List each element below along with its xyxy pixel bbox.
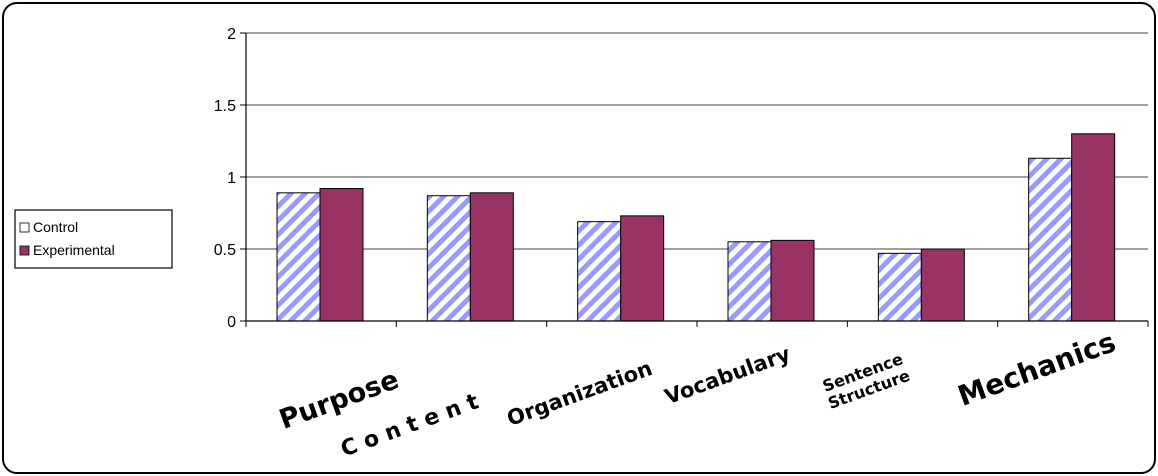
bar-control-0 [276, 192, 321, 322]
y-tick-label: 0.5 [214, 242, 236, 259]
legend: Control Experimental [14, 209, 173, 269]
axes [245, 33, 1149, 327]
legend-label-experimental: Experimental [33, 242, 115, 258]
bars [276, 133, 1116, 322]
bar-experimental-5 [1071, 133, 1116, 322]
bar-experimental-0 [319, 188, 364, 322]
y-axis-ticks: 0 0.5 1 1.5 2 [214, 26, 246, 331]
legend-label-control: Control [33, 219, 78, 235]
y-tick-label: 0 [227, 314, 236, 331]
bar-control-1 [426, 195, 471, 322]
legend-box [14, 209, 173, 269]
gridlines [246, 32, 1148, 250]
bar-control-5 [1028, 157, 1073, 322]
legend-swatch-experimental [19, 245, 30, 256]
bar-control-4 [877, 252, 922, 322]
y-tick-label: 1 [227, 170, 236, 187]
y-tick-label: 1.5 [214, 98, 236, 115]
y-tick-label: 2 [227, 26, 236, 43]
bar-experimental-1 [469, 192, 514, 322]
bar-experimental-4 [920, 248, 965, 322]
bar-experimental-2 [620, 215, 665, 322]
bar-experimental-3 [770, 239, 815, 322]
legend-swatch-control [19, 222, 30, 233]
bar-control-3 [727, 241, 772, 322]
bar-control-2 [577, 221, 622, 322]
